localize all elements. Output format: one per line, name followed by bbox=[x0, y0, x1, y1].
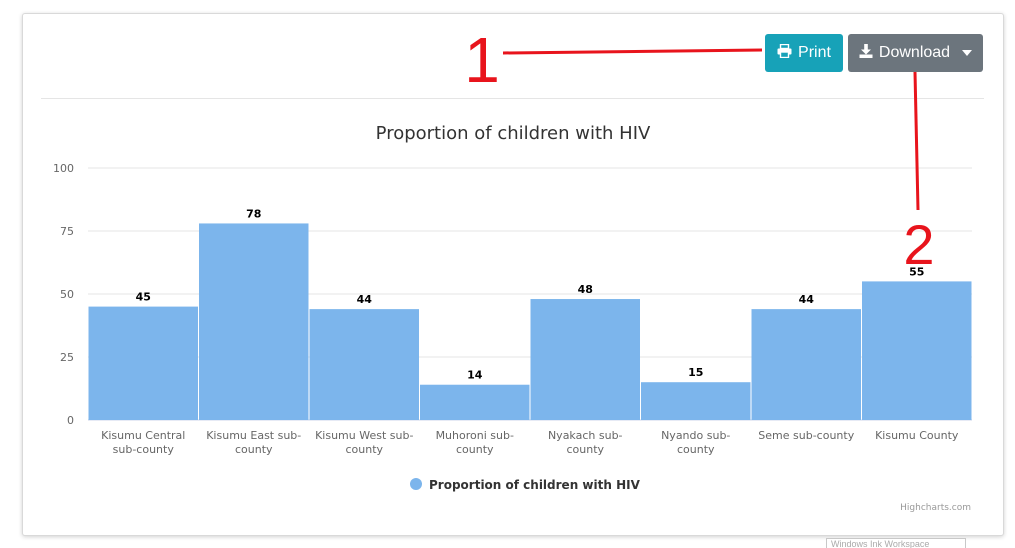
x-tick-label: county bbox=[456, 443, 494, 456]
data-label: 15 bbox=[688, 366, 703, 379]
bar[interactable] bbox=[88, 306, 199, 420]
annotation-2: 2 bbox=[903, 71, 935, 276]
taskbar-hint: Windows Ink Workspace bbox=[826, 538, 966, 548]
x-tick-label: county bbox=[566, 443, 604, 456]
x-tick-label: Kisumu Central bbox=[101, 429, 185, 442]
print-label: Print bbox=[798, 44, 831, 61]
data-label: 14 bbox=[467, 369, 483, 382]
data-label: 44 bbox=[799, 293, 815, 306]
data-label: 78 bbox=[246, 207, 261, 220]
bar[interactable] bbox=[751, 309, 862, 420]
download-button[interactable]: Download bbox=[848, 34, 983, 72]
x-tick-label: Nyakach sub- bbox=[548, 429, 623, 442]
bar[interactable] bbox=[530, 299, 641, 420]
data-label: 48 bbox=[578, 283, 593, 296]
y-tick-label: 75 bbox=[60, 225, 74, 238]
toolbar-divider bbox=[41, 98, 984, 99]
x-tick-label: sub-county bbox=[113, 443, 175, 456]
bars: 45 78 44 14 48 15 44 55 bbox=[88, 207, 972, 420]
y-axis: 0 25 50 75 100 bbox=[53, 162, 74, 427]
annotation-arrow-1 bbox=[502, 48, 763, 55]
y-tick-label: 100 bbox=[53, 162, 74, 175]
annotation-1: 1 bbox=[464, 24, 763, 96]
annotation-arrow-2 bbox=[913, 71, 920, 211]
bar[interactable] bbox=[862, 281, 972, 420]
x-tick-label: Seme sub-county bbox=[758, 429, 854, 442]
chart-card bbox=[22, 13, 1004, 536]
annotation-marker-2: 2 bbox=[903, 213, 934, 276]
print-button[interactable]: Print bbox=[765, 34, 843, 72]
data-label: 44 bbox=[357, 293, 373, 306]
x-tick-label: Kisumu West sub- bbox=[315, 429, 413, 442]
chart-title: Proportion of children with HIV bbox=[376, 123, 651, 144]
data-label: 45 bbox=[136, 291, 151, 304]
bar[interactable] bbox=[420, 384, 530, 420]
download-label: Download bbox=[878, 44, 951, 61]
x-tick-label: county bbox=[345, 443, 383, 456]
legend-label: Proportion of children with HIV bbox=[429, 478, 641, 492]
x-tick-label: Nyando sub- bbox=[661, 429, 730, 442]
annotation-marker-1: 1 bbox=[464, 24, 500, 96]
bar[interactable] bbox=[641, 382, 751, 420]
bar[interactable] bbox=[199, 223, 309, 420]
y-tick-label: 25 bbox=[60, 351, 74, 364]
x-tick-label: county bbox=[235, 443, 273, 456]
legend-marker bbox=[410, 478, 422, 490]
chevron-down-icon bbox=[962, 50, 973, 56]
bar[interactable] bbox=[309, 309, 420, 420]
printer-icon bbox=[777, 43, 792, 63]
x-tick-label: Muhoroni sub- bbox=[436, 429, 514, 442]
data-label: 55 bbox=[909, 265, 924, 278]
legend[interactable]: Proportion of children with HIV bbox=[410, 478, 641, 492]
y-tick-label: 50 bbox=[60, 288, 74, 301]
credits-link[interactable]: Highcharts.com bbox=[900, 503, 971, 513]
y-tick-label: 0 bbox=[67, 414, 74, 427]
x-tick-label: county bbox=[677, 443, 715, 456]
x-tick-label: Kisumu County bbox=[875, 429, 959, 442]
x-tick-label: Kisumu East sub- bbox=[206, 429, 301, 442]
download-icon bbox=[859, 43, 873, 63]
